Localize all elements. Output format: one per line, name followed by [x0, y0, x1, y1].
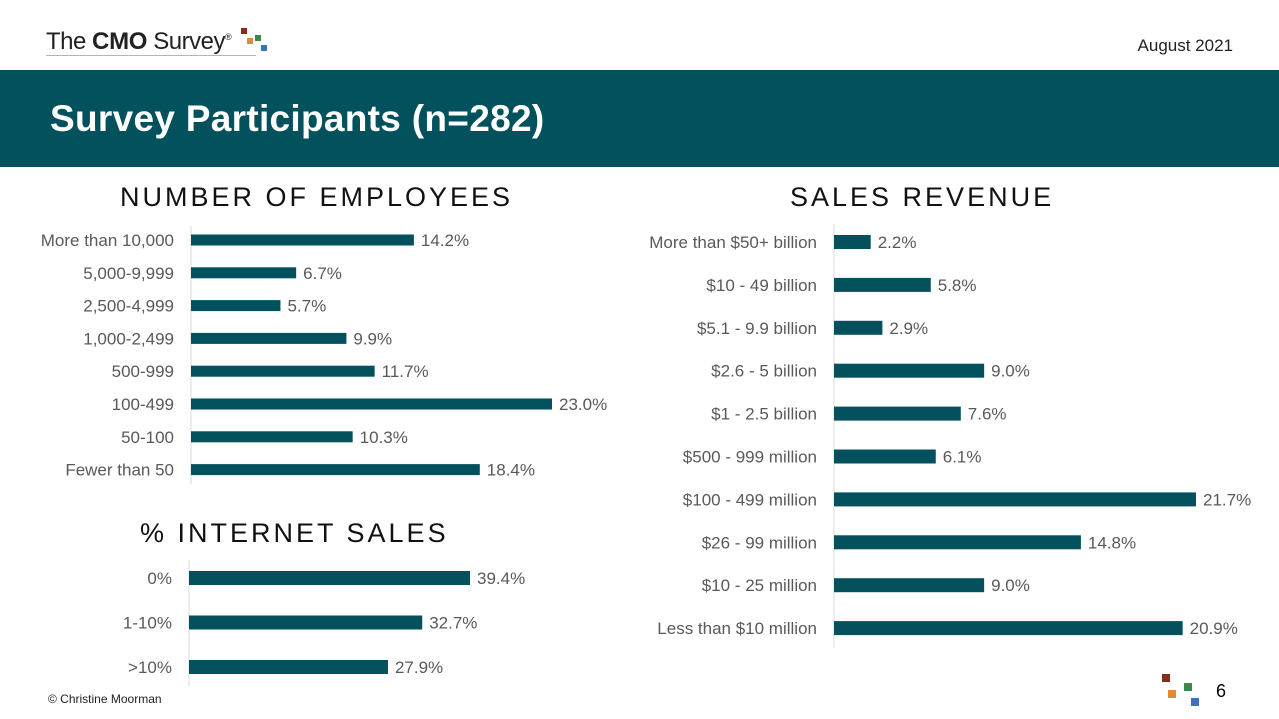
logo-underline	[46, 55, 256, 56]
page-title: Survey Participants (n=282)	[50, 98, 545, 139]
internet-category-label: >10%	[128, 658, 172, 677]
footer-logo-square-icon	[1184, 683, 1192, 691]
internet-value-label: 39.4%	[477, 569, 525, 588]
employees-category-label: Fewer than 50	[65, 461, 174, 480]
employees-bar	[191, 332, 347, 344]
revenue-value-label: 7.6%	[968, 405, 1007, 424]
internet-category-label: 1-10%	[123, 614, 172, 633]
employees-category-label: 100-499	[112, 395, 174, 414]
employees-bar	[191, 267, 297, 279]
footer-logo-square-icon	[1162, 674, 1170, 682]
revenue-category-label: $2.6 - 5 billion	[711, 362, 817, 381]
revenue-category-label: $5.1 - 9.9 billion	[697, 319, 817, 338]
internet-bar	[189, 571, 470, 585]
logo-registered: ®	[225, 32, 232, 42]
revenue-bar	[834, 449, 936, 464]
employees-bar	[191, 398, 552, 410]
revenue-category-label: More than $50+ billion	[649, 233, 817, 252]
revenue-value-label: 14.8%	[1088, 533, 1136, 552]
employees-value-label: 14.2%	[421, 231, 469, 250]
employees-bar	[191, 234, 414, 246]
revenue-value-label: 5.8%	[938, 276, 977, 295]
logo-square-icon	[241, 28, 247, 34]
employees-bar	[191, 431, 353, 443]
internet-category-label: 0%	[147, 569, 172, 588]
employees-category-label: 5,000-9,999	[83, 264, 174, 283]
employees-value-label: 23.0%	[559, 395, 607, 414]
footer-logo-square-icon	[1191, 698, 1199, 706]
logo-suffix: Survey	[147, 28, 225, 55]
page-number: 6	[1216, 681, 1227, 701]
internet-value-label: 32.7%	[429, 614, 477, 633]
revenue-bar	[834, 492, 1196, 507]
revenue-category-label: $1 - 2.5 billion	[711, 405, 817, 424]
revenue-bar	[834, 406, 961, 421]
employees-value-label: 5.7%	[287, 297, 326, 316]
internet-bar	[189, 615, 423, 630]
logo-square-icon	[247, 38, 253, 44]
logo-brand: CMO	[92, 28, 148, 55]
logo-prefix: The	[46, 28, 93, 55]
internet-value-label: 27.9%	[395, 658, 443, 677]
logo-square-icon	[255, 35, 261, 41]
revenue-category-label: $100 - 499 million	[683, 490, 817, 509]
revenue-value-label: 9.0%	[991, 576, 1030, 595]
revenue-category-label: $10 - 49 billion	[706, 276, 817, 295]
employees-value-label: 18.4%	[487, 461, 535, 480]
copyright-text: © Christine Moorman	[48, 692, 162, 706]
revenue-category-label: $10 - 25 million	[702, 576, 817, 595]
report-date: August 2021	[1137, 36, 1233, 55]
revenue-value-label: 9.0%	[991, 362, 1030, 381]
employees-category-label: 2,500-4,999	[83, 297, 174, 316]
revenue-chart-title: SALES REVENUE	[790, 182, 1055, 212]
revenue-category-label: Less than $10 million	[657, 619, 817, 638]
revenue-category-label: $26 - 99 million	[702, 533, 817, 552]
employees-value-label: 6.7%	[303, 264, 342, 283]
revenue-bar	[834, 621, 1183, 636]
employees-bar-chart: More than 10,000 14.2% 5,000-9,999 6.7% 2,50…	[41, 226, 607, 484]
employees-bar	[191, 464, 480, 476]
sales-revenue-bar-chart: More than $50+ billion 2.2% $10 - 49 billi…	[649, 224, 1251, 648]
revenue-bar	[834, 320, 883, 335]
employees-category-label: 50-100	[121, 428, 174, 447]
internet-sales-bar-chart: 0% 39.4% 1-10% 32.7% >10% 27.9%	[123, 560, 525, 686]
employees-category-label: 1,000-2,499	[83, 329, 174, 348]
revenue-value-label: 21.7%	[1203, 490, 1251, 509]
revenue-value-label: 2.9%	[889, 319, 928, 338]
internet-chart-title: % INTERNET SALES	[140, 518, 449, 548]
revenue-value-label: 20.9%	[1190, 619, 1238, 638]
employees-chart-title: NUMBER OF EMPLOYEES	[120, 182, 514, 212]
employees-bar	[191, 365, 375, 377]
revenue-value-label: 2.2%	[878, 233, 917, 252]
revenue-bar	[834, 578, 985, 593]
employees-bar	[191, 300, 281, 312]
revenue-bar	[834, 363, 985, 378]
revenue-bar	[834, 535, 1081, 550]
employees-category-label: 500-999	[112, 362, 174, 381]
employees-value-label: 9.9%	[353, 329, 392, 348]
employees-value-label: 11.7%	[382, 362, 429, 381]
revenue-value-label: 6.1%	[943, 448, 982, 467]
revenue-category-label: $500 - 999 million	[683, 448, 817, 467]
logo-text: The CMO Survey®	[46, 28, 232, 56]
employees-value-label: 10.3%	[360, 428, 408, 447]
internet-bar	[189, 660, 388, 674]
revenue-bar	[834, 235, 871, 249]
title-banner: Survey Participants (n=282)	[0, 70, 1279, 167]
logo-square-icon	[261, 45, 267, 51]
employees-category-label: More than 10,000	[41, 231, 174, 250]
revenue-bar	[834, 277, 931, 292]
footer-logo-square-icon	[1168, 690, 1176, 698]
